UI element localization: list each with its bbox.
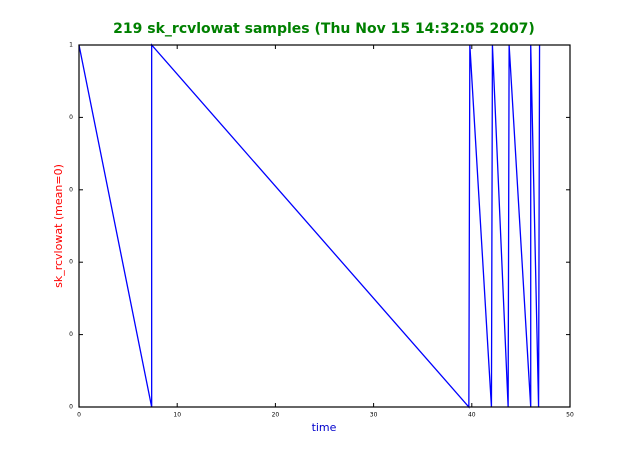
- x-tick-label: 10: [173, 412, 181, 419]
- x-tick-label: 20: [272, 412, 280, 419]
- y-axis-label: sk_rcvlowat (mean=0): [52, 164, 65, 288]
- x-tick-label: 30: [370, 412, 378, 419]
- y-tick-label: 0: [69, 259, 73, 266]
- x-tick-label: 0: [77, 412, 81, 419]
- y-tick-label: 1: [69, 42, 73, 49]
- y-tick-label: 0: [69, 331, 73, 338]
- y-tick-label: 0: [69, 186, 73, 193]
- chart-title: 219 sk_rcvlowat samples (Thu Nov 15 14:3…: [113, 21, 535, 37]
- x-axis-label: time: [312, 421, 337, 434]
- x-tick-label: 50: [566, 412, 574, 419]
- y-tick-label: 0: [69, 114, 73, 121]
- x-tick-label: 40: [468, 412, 476, 419]
- y-tick-label: 0: [69, 404, 73, 411]
- plot-frame: [78, 44, 571, 408]
